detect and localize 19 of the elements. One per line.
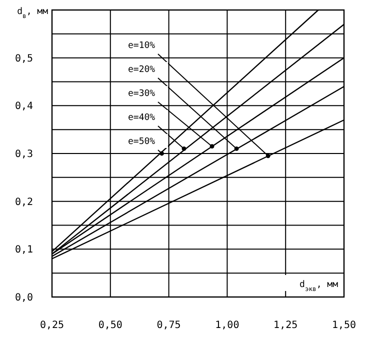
annotation: e=50% <box>128 137 156 147</box>
y-tick-label: 0,0 <box>14 292 34 304</box>
x-tick-label: 0,75 <box>156 320 181 331</box>
y-tick-label: 0,4 <box>14 101 34 112</box>
annotation: e=40% <box>128 113 156 123</box>
y-axis-title: d$_{в}$, мм <box>17 7 49 20</box>
annotation: e=10% <box>128 41 156 51</box>
x-tick-label: 1,50 <box>332 320 356 331</box>
y-tick-label: 0,2 <box>14 196 34 208</box>
y-tick-label: 0,3 <box>14 149 34 160</box>
annotation: e=20% <box>128 65 156 75</box>
annotation: e=30% <box>128 89 156 99</box>
y-tick-label: 0,5 <box>14 53 34 64</box>
x-tick-label: 1,25 <box>274 320 298 331</box>
x-axis-title: d$_{экв}$, мм <box>300 280 339 292</box>
y-tick-label: 0,1 <box>14 244 34 256</box>
x-tick-label: 0,25 <box>40 320 64 331</box>
x-tick-label: 1,00 <box>215 320 240 331</box>
x-tick-label: 0,50 <box>98 320 122 331</box>
